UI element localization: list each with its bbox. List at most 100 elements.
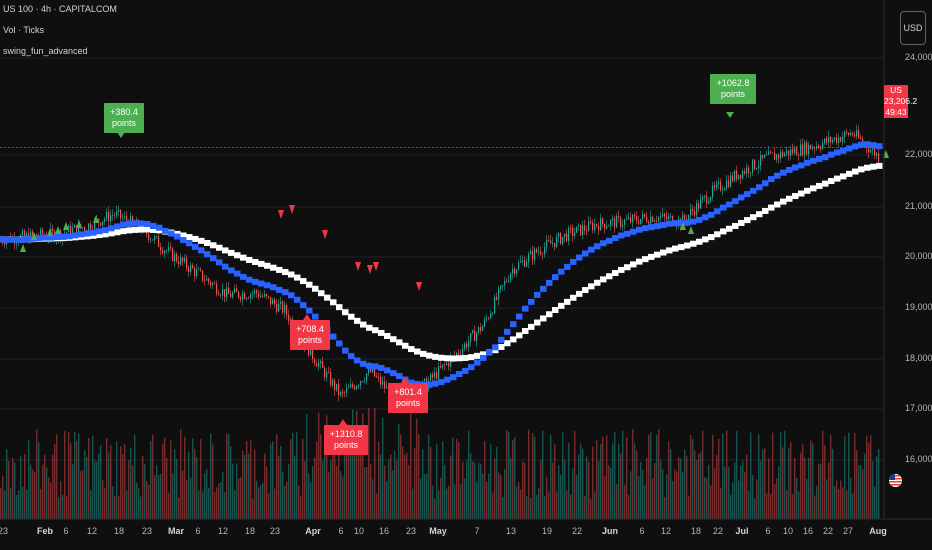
volume-bar [718,438,720,519]
volume-bar [324,446,326,519]
candle-body [708,201,710,204]
volume-bar [654,462,656,519]
ma-slow-step [186,234,193,241]
buy-signal-icon [680,222,686,230]
volume-bar [130,447,132,519]
ma-fast-step [54,234,61,241]
volume-bar [792,494,794,519]
ma-fast-step [810,157,817,164]
us-flag-icon[interactable] [889,474,902,487]
candle-body [482,326,484,331]
ma-slow-step [414,348,421,355]
volume-bar [286,481,288,519]
candle-body [378,376,380,378]
volume-bar [534,436,536,519]
legend-volume[interactable]: Vol · Ticks [3,25,45,35]
candle-body [784,153,786,157]
ma-fast-step [828,151,835,158]
ma-fast-step [846,145,853,152]
candle-body [690,209,692,216]
ma-fast-step [786,166,793,173]
volume-bar [532,433,534,519]
legend-symbol[interactable]: US 100 · 4h · CAPITALCOM [3,4,117,14]
volume-bar [352,409,354,519]
candle-body [220,295,222,296]
volume-bar [734,462,736,519]
candle-body [236,288,238,292]
volume-bar [260,485,262,519]
volume-bar [508,431,510,519]
candle-body [520,261,522,263]
volume-bar [782,447,784,519]
volume-bar [0,487,2,519]
ma-fast-step [156,224,163,231]
ma-fast-step [684,219,691,226]
candle-body [370,367,372,373]
candle-body [210,281,212,286]
candle-body [194,268,196,277]
candle-body [654,220,656,222]
candle-body [576,226,578,233]
candle-body [458,353,460,355]
ma-slow-step [756,211,763,218]
ma-fast-step [78,231,85,238]
volume-bar [522,461,524,519]
volume-bar [110,444,112,519]
candle-body [634,214,636,217]
candle-body [564,233,566,238]
ma-fast-step [708,211,715,218]
volume-bar [810,440,812,519]
candle-body [24,230,26,237]
volume-bar [242,450,244,519]
volume-bar [70,443,72,519]
volume-bar [826,479,828,519]
ma-fast-step [336,340,343,347]
volume-bar [706,478,708,519]
candle-body [750,172,752,174]
candle-body [164,250,166,254]
candle-body [650,216,652,224]
volume-bar [428,434,430,519]
candle-body [570,227,572,229]
ma-slow-step [264,262,271,269]
candle-body [488,318,490,319]
ma-fast-step [240,273,247,280]
volume-bar [178,497,180,519]
volume-bar [20,456,22,519]
candle-body [334,380,336,391]
volume-bar [736,430,738,519]
volume-bar [6,449,8,519]
ma-slow-step [132,226,139,233]
volume-bar [862,469,864,519]
candle-body [154,236,156,241]
ma-fast-step [174,233,181,240]
volume-bar [194,448,196,519]
time-axis-tick: 7 [474,526,480,536]
volume-bar [596,440,598,519]
volume-bar [512,440,514,519]
buy-signal-icon [63,222,69,230]
candle-body [536,248,538,253]
volume-bar [14,462,16,519]
ma-slow-step [354,317,361,324]
ma-fast-step [624,230,631,237]
volume-bar [144,464,146,519]
ma-fast-step [528,298,535,305]
ma-fast-step [642,225,649,232]
volume-bar [54,443,56,519]
ma-slow-step [318,290,325,297]
volume-bar [30,464,32,519]
volume-bar [456,438,458,519]
ma-fast-step [306,307,313,314]
candle-body [646,216,648,222]
volume-bar [298,485,300,519]
volume-bar [564,459,566,519]
volume-bar [502,497,504,519]
volume-bar [356,410,358,519]
volume-bar [700,452,702,519]
currency-button[interactable]: USD [900,11,926,45]
legend-indicator[interactable]: swing_fun_advanced [3,46,88,56]
ma-fast-step [648,224,655,231]
